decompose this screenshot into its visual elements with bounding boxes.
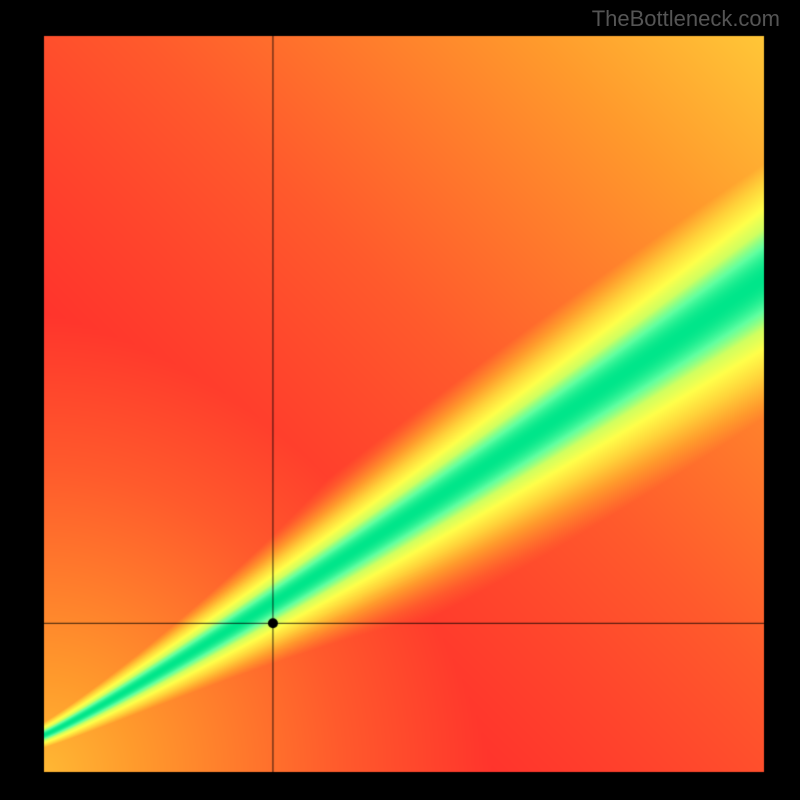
chart-container: TheBottleneck.com: [0, 0, 800, 800]
watermark-label: TheBottleneck.com: [592, 6, 780, 32]
heatmap-canvas: [0, 0, 800, 800]
